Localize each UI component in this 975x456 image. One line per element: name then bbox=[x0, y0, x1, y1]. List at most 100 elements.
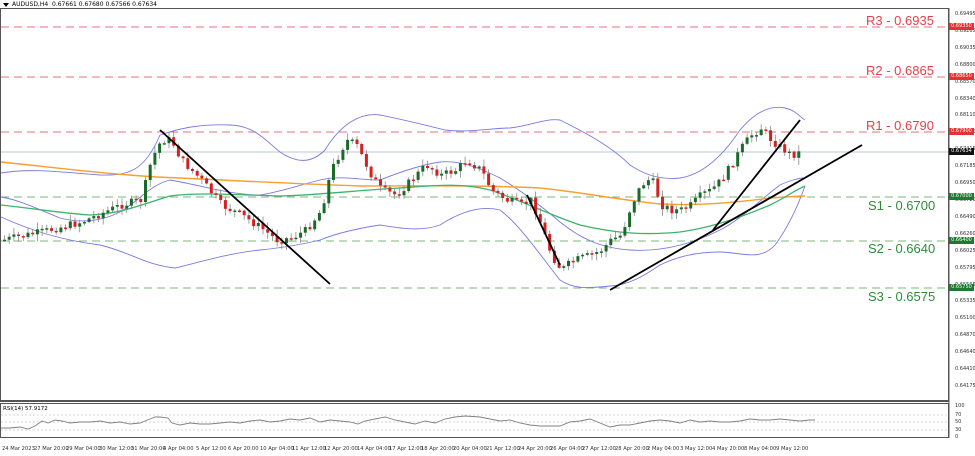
bear-candle bbox=[505, 198, 509, 202]
bear-candle bbox=[482, 166, 486, 174]
bear-candle bbox=[534, 197, 538, 215]
bull-candle bbox=[346, 139, 350, 150]
bull-candle bbox=[233, 210, 237, 213]
bear-candle bbox=[191, 168, 194, 171]
bear-candle bbox=[496, 190, 500, 193]
bear-candle bbox=[205, 178, 209, 184]
bull-candle bbox=[167, 137, 171, 144]
bear-candle bbox=[501, 192, 505, 199]
bull-candle bbox=[3, 239, 6, 242]
bear-candle bbox=[195, 170, 199, 176]
price-axis-label: 0.66950 bbox=[955, 180, 975, 187]
bear-candle bbox=[54, 230, 58, 233]
chart-title: AUDUSD,H4 0.67661 0.67680 0.67566 0.6763… bbox=[3, 1, 157, 8]
time-axis-label: 24 Mar 2023 bbox=[2, 446, 35, 452]
rsi-indicator-label: RSI(14) 57.9172 bbox=[3, 406, 48, 412]
bull-candle bbox=[708, 188, 711, 192]
price-axis-label: 0.68340 bbox=[955, 95, 975, 102]
bull-candle bbox=[745, 137, 749, 144]
bull-candle bbox=[604, 245, 608, 252]
bull-candle bbox=[125, 205, 129, 209]
s2-label: S2 - 0.6640 bbox=[868, 241, 936, 256]
bull-candle bbox=[759, 129, 763, 136]
rsi-axis-100: 100 bbox=[955, 403, 965, 409]
bull-candle bbox=[717, 179, 721, 187]
bull-candle bbox=[12, 234, 16, 237]
bear-candle bbox=[355, 139, 359, 145]
bull-candle bbox=[646, 180, 650, 186]
bull-candle bbox=[26, 232, 30, 238]
bull-candle bbox=[585, 253, 589, 255]
bear-candle bbox=[552, 250, 556, 263]
bull-candle bbox=[7, 236, 11, 240]
price-axis-label: 0.68110 bbox=[955, 112, 975, 119]
bull-candle bbox=[440, 173, 444, 176]
r3-label: R3 - 0.6935 bbox=[866, 13, 934, 28]
trendlines bbox=[159, 119, 863, 291]
bear-candle bbox=[397, 194, 401, 196]
bull-candle bbox=[642, 185, 646, 189]
bull-candle bbox=[581, 254, 585, 257]
bear-candle bbox=[266, 229, 270, 233]
bull-candle bbox=[679, 207, 683, 210]
price-axis-label: 0.65795 bbox=[955, 264, 975, 271]
price-axis-label: 0.69035 bbox=[955, 44, 975, 51]
bear-candle bbox=[219, 194, 223, 201]
bull-candle bbox=[78, 223, 82, 227]
bear-candle bbox=[468, 163, 472, 166]
bull-candle bbox=[158, 143, 162, 153]
bull-candle bbox=[421, 165, 425, 172]
bear-candle bbox=[411, 179, 415, 181]
bear-candle bbox=[200, 175, 204, 179]
bull-candle bbox=[609, 238, 613, 246]
s2-price-tag: 0.66400 bbox=[949, 237, 974, 244]
bull-candle bbox=[510, 197, 514, 202]
bear-candle bbox=[383, 185, 387, 188]
bear-candle bbox=[684, 207, 688, 209]
bear-candle bbox=[360, 144, 364, 155]
bull-candle bbox=[712, 186, 716, 189]
bull-candle bbox=[736, 152, 740, 167]
bull-candle bbox=[153, 152, 157, 165]
bull-candle bbox=[689, 202, 693, 209]
bull-candle bbox=[68, 221, 72, 229]
bull-candle bbox=[294, 237, 298, 240]
bear-candle bbox=[557, 262, 561, 268]
bull-candle bbox=[101, 212, 105, 219]
price-axis-label: 0.65100 bbox=[955, 315, 975, 322]
bear-candle bbox=[764, 129, 768, 132]
bear-candle bbox=[670, 205, 674, 214]
bear-candle bbox=[289, 238, 293, 240]
bear-candle bbox=[97, 216, 100, 219]
bear-candle bbox=[731, 165, 735, 168]
bull-candle bbox=[59, 227, 63, 233]
bull-candle bbox=[82, 221, 86, 224]
bear-candle bbox=[308, 227, 312, 230]
bull-candle bbox=[402, 191, 406, 196]
bull-candle bbox=[750, 135, 754, 138]
time-axis-label: 30 Mar 12:00 bbox=[99, 446, 134, 452]
time-axis-label: 4 Apr 04:00 bbox=[163, 446, 194, 452]
ma-orange bbox=[0, 161, 806, 206]
price-axis-label: 0.66490 bbox=[955, 213, 975, 220]
bear-candle bbox=[449, 170, 453, 174]
bear-candle bbox=[270, 232, 274, 237]
bull-candle bbox=[40, 228, 44, 231]
bull-candle bbox=[477, 166, 481, 169]
bull-candle bbox=[148, 164, 152, 181]
bear-candle bbox=[228, 208, 232, 212]
bear-candle bbox=[238, 210, 241, 213]
rsi-axis-0: 0 bbox=[955, 434, 959, 440]
bear-candle bbox=[435, 169, 439, 176]
bear-candle bbox=[364, 154, 368, 167]
collapse-triangle-icon[interactable] bbox=[3, 2, 9, 7]
time-axis-label: 24 Apr 20:00 bbox=[518, 446, 552, 452]
r1-label: R1 - 0.6790 bbox=[866, 118, 934, 133]
bear-candle bbox=[661, 196, 664, 210]
bull-candle bbox=[632, 201, 636, 213]
price-axis-label: 0.69265 bbox=[955, 27, 975, 34]
bear-candle bbox=[73, 221, 77, 227]
rsi-axis-30: 30 bbox=[955, 427, 962, 433]
bollinger-bands bbox=[0, 106, 806, 289]
